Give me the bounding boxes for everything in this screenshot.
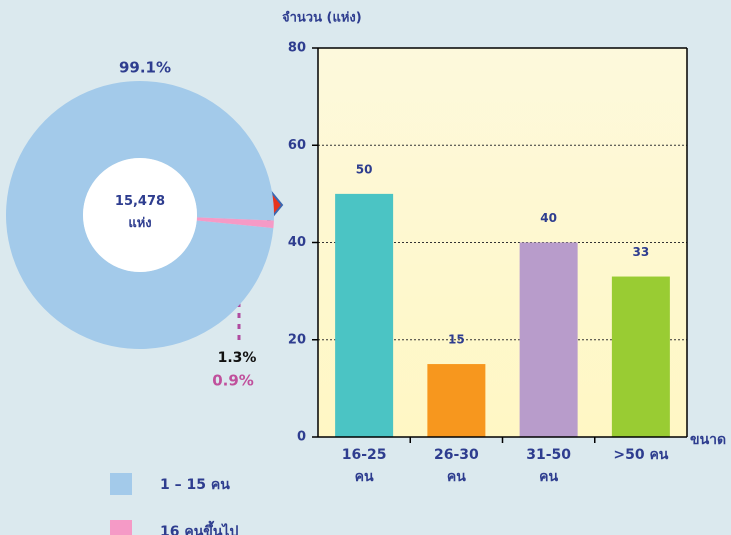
x-axis-title: ขนาด — [690, 432, 726, 448]
annotation: 1.3% — [218, 350, 257, 366]
bar — [519, 242, 578, 437]
value-label: 99.1% — [119, 59, 171, 77]
y-tick-label: 40 — [288, 235, 306, 250]
bar — [335, 193, 394, 437]
y-tick-label: 20 — [288, 332, 306, 347]
y-tick-label: 80 — [288, 41, 306, 56]
bar — [427, 364, 486, 437]
y-tick-label: 60 — [288, 138, 306, 153]
legend-swatch — [110, 473, 132, 495]
y-axis-title: จำนวน (แห่ง) — [282, 10, 362, 26]
center-label: 15,478 แห่ง — [114, 194, 166, 231]
legend-label: 16 คนขึ้นไป — [160, 520, 238, 535]
data-label: 33 — [633, 245, 650, 259]
data-label: 50 — [356, 162, 373, 176]
legend-label: 1 – 15 คน — [160, 477, 230, 493]
x-tick-label: 16-25 คน — [341, 447, 387, 485]
data-label: 15 — [448, 333, 465, 347]
x-tick-label: 26-30 คน — [433, 447, 479, 485]
value-label: 0.9% — [212, 372, 254, 390]
bar — [611, 276, 670, 437]
y-tick-label: 0 — [297, 430, 306, 445]
donut-hole — [83, 158, 197, 272]
legend-swatch — [110, 520, 132, 535]
donut-slice — [196, 217, 274, 229]
x-tick-label: 31-50 คน — [526, 447, 572, 485]
donut-slice — [5, 81, 274, 350]
data-label: 40 — [540, 211, 557, 225]
x-tick-label: >50 คน — [613, 447, 669, 463]
